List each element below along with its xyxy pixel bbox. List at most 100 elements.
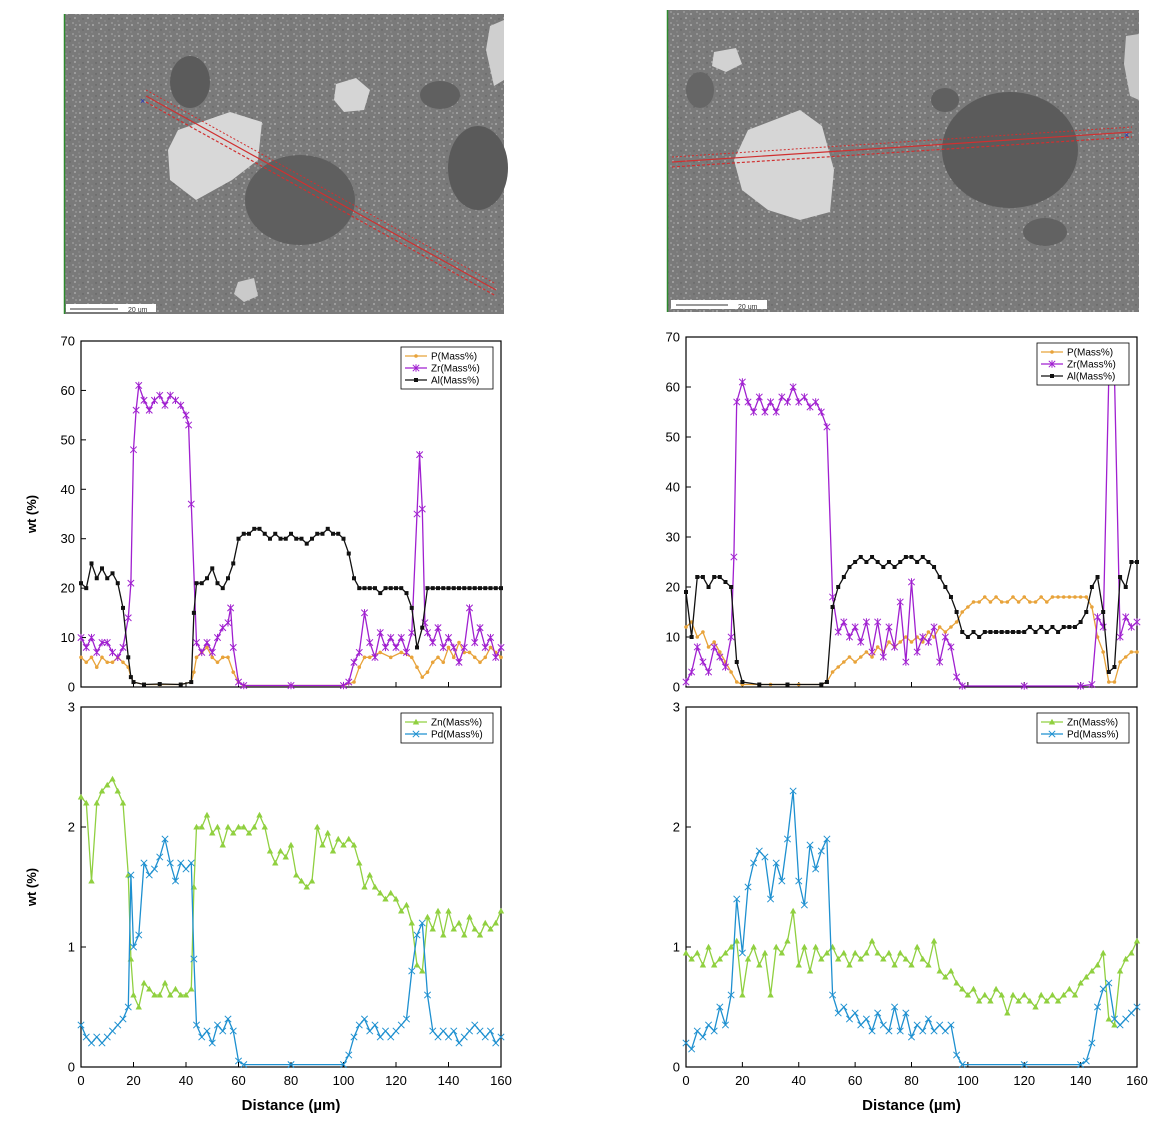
line-scan-path: × — [140, 89, 497, 297]
data-point — [936, 1021, 944, 1029]
data-point — [891, 961, 898, 968]
data-point — [738, 378, 746, 386]
data-point — [699, 658, 707, 666]
data-point — [434, 623, 442, 632]
data-point — [858, 655, 863, 659]
data-point — [857, 1021, 865, 1029]
data-point — [362, 586, 367, 591]
data-point — [215, 581, 220, 586]
data-point — [965, 635, 970, 639]
data-point — [156, 853, 164, 861]
legend: P(Mass%)Zr(Mass%)Al(Mass%) — [1036, 342, 1130, 386]
series-line — [80, 838, 502, 1066]
data-point — [289, 531, 293, 536]
data-point — [966, 605, 970, 609]
data-point — [885, 623, 893, 631]
data-point — [734, 660, 739, 664]
data-point — [795, 398, 803, 406]
data-point — [231, 670, 236, 674]
data-point — [902, 955, 910, 962]
data-point — [823, 949, 831, 956]
sem-particle — [712, 48, 742, 72]
data-point — [1106, 670, 1111, 674]
series-line — [80, 385, 502, 687]
data-point — [744, 398, 752, 406]
data-point — [192, 638, 201, 647]
series-p-mass- — [684, 595, 1139, 687]
data-point — [868, 937, 876, 944]
data-point — [466, 913, 473, 920]
series-al-mass- — [79, 526, 503, 687]
data-point — [784, 937, 791, 944]
x-axis-label: Distance (µm) — [242, 1097, 341, 1114]
data-point — [208, 1039, 216, 1047]
y-tick-label: 3 — [673, 700, 680, 715]
data-point — [219, 841, 226, 848]
data-point — [857, 955, 864, 962]
data-point — [486, 1027, 495, 1035]
data-point — [320, 531, 325, 536]
data-point — [1039, 625, 1044, 629]
data-point — [381, 643, 390, 652]
data-point — [187, 500, 195, 508]
data-point — [836, 585, 841, 589]
data-point — [716, 653, 724, 661]
data-point — [399, 650, 404, 655]
data-point — [960, 610, 965, 614]
data-point — [82, 1033, 90, 1041]
data-point — [356, 859, 363, 866]
x-tick-label: 40 — [792, 1073, 806, 1088]
sem-particle — [234, 278, 258, 302]
data-point — [710, 643, 718, 651]
data-point — [1020, 682, 1028, 690]
data-point — [205, 645, 209, 650]
data-point — [166, 859, 174, 867]
series-p-mass- — [79, 640, 503, 688]
data-point — [868, 648, 876, 656]
data-point — [397, 1021, 405, 1029]
data-point — [700, 575, 705, 579]
chart-left-top: 0 10 20 30 40 50 60 70 wt (%) P(Mass%)Zr(Mass%)Al… — [24, 334, 505, 695]
data-point — [907, 1033, 916, 1041]
data-point — [847, 655, 852, 659]
data-point — [891, 643, 899, 651]
data-point — [451, 655, 456, 660]
data-point — [124, 1003, 132, 1011]
data-point — [1084, 610, 1089, 614]
data-point — [761, 408, 769, 416]
data-point — [234, 1057, 243, 1065]
data-point — [224, 619, 232, 627]
data-point — [892, 565, 897, 569]
data-point — [706, 585, 711, 589]
data-point — [412, 364, 420, 372]
data-point — [830, 670, 835, 674]
data-point — [182, 411, 190, 419]
data-point — [178, 682, 183, 687]
series-al-mass- — [684, 555, 1139, 687]
data-point — [355, 648, 363, 657]
data-point — [142, 682, 146, 687]
data-point — [1101, 650, 1105, 654]
data-point — [402, 1015, 411, 1023]
data-point — [187, 859, 195, 867]
data-point — [1033, 630, 1038, 634]
data-point — [947, 643, 955, 651]
sem-particle — [448, 126, 508, 210]
data-point — [497, 907, 505, 914]
data-point — [987, 997, 994, 1004]
data-point — [755, 393, 763, 401]
x-axis-label: Distance (µm) — [862, 1097, 961, 1114]
data-point — [874, 618, 882, 626]
sem-particle — [170, 56, 210, 108]
data-point — [959, 985, 966, 992]
data-point — [930, 623, 938, 631]
data-point — [682, 949, 690, 956]
data-point — [471, 638, 479, 647]
data-point — [441, 586, 446, 591]
sem-particle — [486, 20, 504, 86]
data-point — [898, 560, 903, 564]
data-point — [920, 555, 925, 559]
legend-box — [1036, 712, 1130, 744]
data-point — [953, 673, 961, 681]
data-point — [1050, 595, 1055, 599]
